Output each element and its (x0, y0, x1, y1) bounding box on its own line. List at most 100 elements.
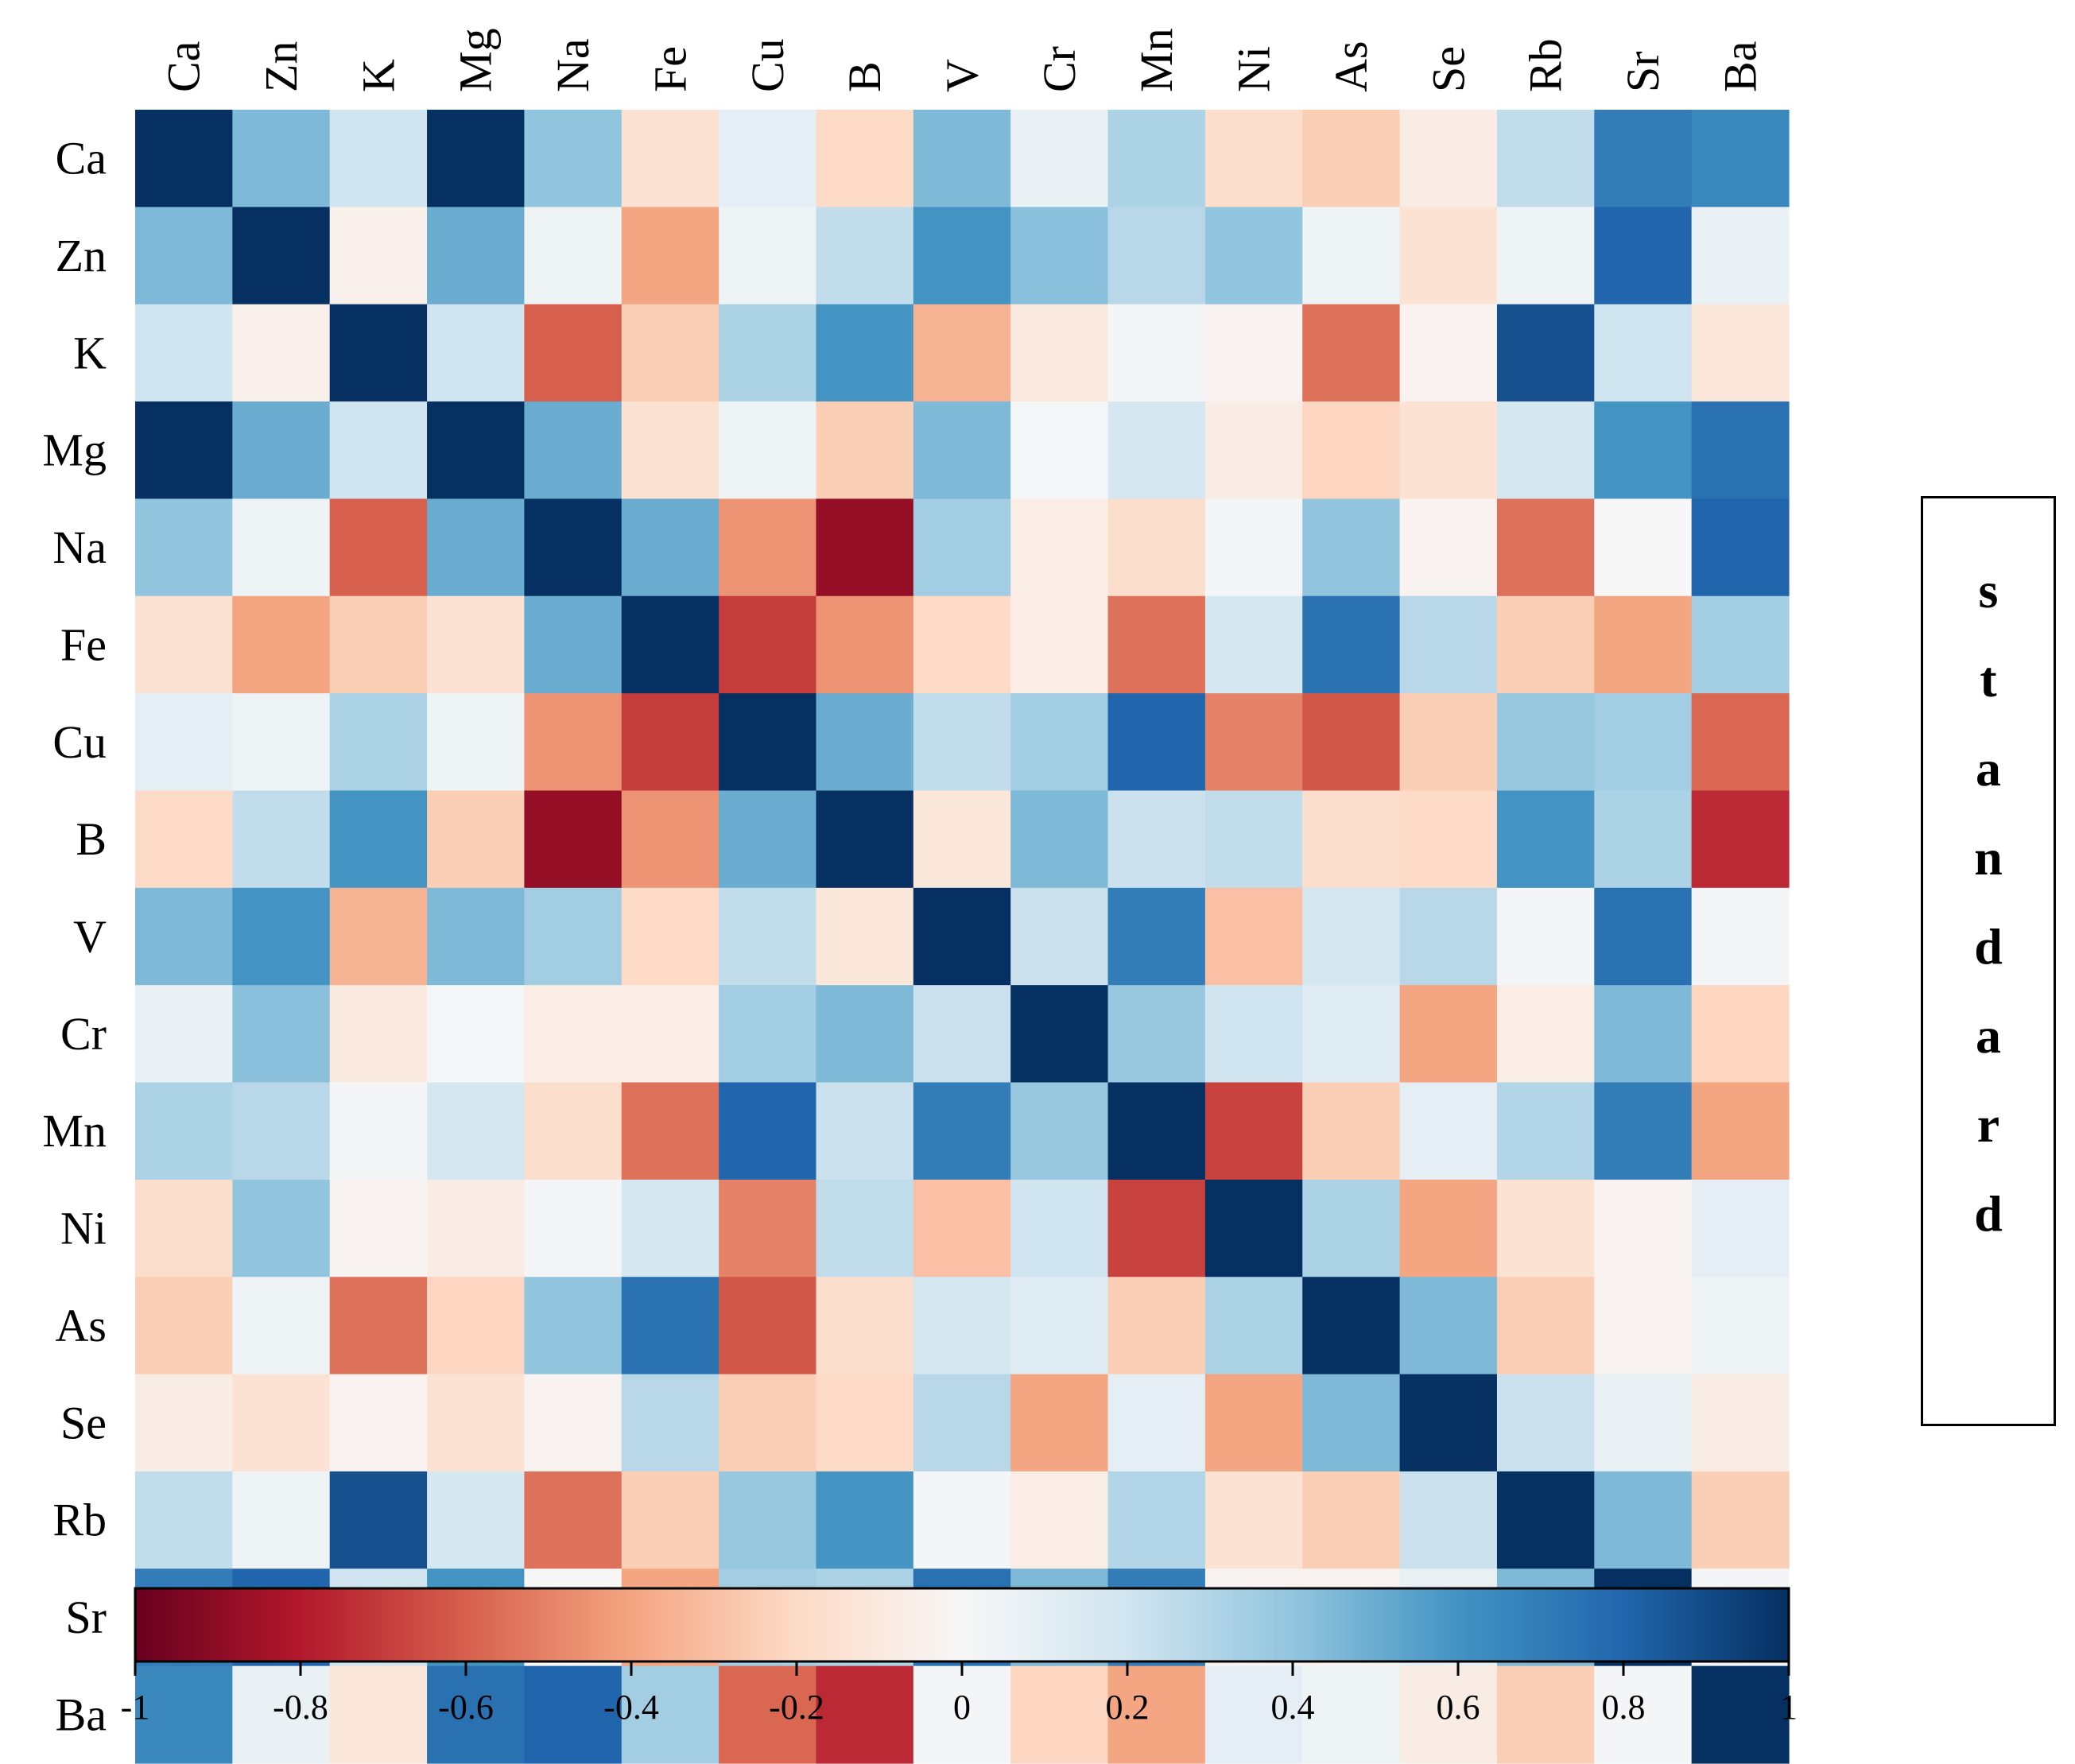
heatmap-cell-Mg-V (913, 401, 1011, 500)
heatmap-cell-K-Cu (719, 304, 817, 402)
heatmap-cell-Se-Cu (719, 1374, 817, 1472)
heatmap-cell-Fe-Ba (1691, 595, 1790, 694)
heatmap-cell-Cr-Na (524, 985, 622, 1084)
heatmap-cell-Cu-Ba (1691, 693, 1790, 792)
heatmap-cell-Ba-Mg (427, 1665, 526, 1764)
heatmap-cell-Ba-Ca (135, 1665, 233, 1764)
heatmap-cell-Na-Ba (1691, 498, 1790, 597)
heatmap-cell-Mn-Na (524, 1082, 622, 1181)
heatmap-cell-Cr-As (1302, 985, 1401, 1084)
heatmap-cell-Zn-Mn (1107, 207, 1206, 305)
heatmap-cell-V-Fe (621, 887, 719, 986)
heatmap-cell-Ba-Se (1399, 1665, 1498, 1764)
heatmap-cell-Mg-Ni (1204, 401, 1303, 500)
heatmap-cell-Ca-Rb (1496, 110, 1595, 207)
heatmap-cell-As-Mn (1107, 1277, 1206, 1375)
side-label-letter: n (1974, 829, 2003, 886)
heatmap-cell-Cu-Na (524, 693, 622, 792)
heatmap-cell-Mn-Mg (427, 1082, 526, 1181)
heatmap-cell-V-Ba (1691, 887, 1790, 986)
heatmap-cell-Mn-Ni (1204, 1082, 1303, 1181)
heatmap-cell-Mn-Sr (1594, 1082, 1693, 1181)
heatmap-cell-Rb-B (816, 1471, 914, 1569)
heatmap-cell-V-Se (1399, 887, 1498, 986)
heatmap-cell-Ni-Ni (1204, 1179, 1303, 1277)
heatmap-cell-Rb-Rb (1496, 1471, 1595, 1569)
column-label-Mn: Mn (1131, 28, 1182, 92)
heatmap-cell-As-Ba (1691, 1277, 1790, 1375)
row-label-Se: Se (60, 1397, 107, 1448)
side-label-letter: a (1976, 740, 2001, 797)
heatmap-cell-K-Se (1399, 304, 1498, 402)
heatmap-cell-Mg-Cu (719, 401, 817, 500)
heatmap-cell-B-Zn (232, 790, 331, 889)
colorbar-tick-label: 0.8 (1602, 1688, 1646, 1727)
heatmap-cell-Fe-Ni (1204, 595, 1303, 694)
heatmap-cell-V-V (913, 887, 1011, 986)
heatmap-cell-Se-Mg (427, 1374, 526, 1472)
side-label-letter: a (1976, 1007, 2001, 1064)
heatmap-cell-Fe-K (329, 595, 428, 694)
heatmap-cell-Na-Cu (719, 498, 817, 597)
heatmap-cell-B-Ba (1691, 790, 1790, 889)
heatmap-cell-Mg-As (1302, 401, 1401, 500)
colorbar-tick-label: -0.4 (603, 1688, 659, 1727)
heatmap-cell-Ni-Zn (232, 1179, 331, 1277)
heatmap-cell-Ca-Sr (1594, 110, 1693, 207)
heatmap-cell-Mn-Rb (1496, 1082, 1595, 1181)
heatmap-cell-Rb-Mg (427, 1471, 526, 1569)
heatmap-cell-Fe-Se (1399, 595, 1498, 694)
heatmap-cell-Na-Na (524, 498, 622, 597)
heatmap-cell-As-Fe (621, 1277, 719, 1375)
heatmap-cell-Cu-Mg (427, 693, 526, 792)
heatmap-cell-Ca-Se (1399, 110, 1498, 207)
heatmap-cell-Na-Mg (427, 498, 526, 597)
heatmap-cell-Cr-Ba (1691, 985, 1790, 1084)
heatmap-cell-V-Cr (1010, 887, 1109, 986)
heatmap-cell-Ba-Ni (1204, 1665, 1303, 1764)
heatmap-cell-Zn-Rb (1496, 207, 1595, 305)
column-label-Fe: Fe (644, 46, 696, 92)
heatmap-cell-Ca-Cu (719, 110, 817, 207)
heatmap-cell-Se-Ni (1204, 1374, 1303, 1472)
colorbar-tick-label: -0.8 (273, 1688, 328, 1727)
heatmap-cell-Ca-V (913, 110, 1011, 207)
heatmap-cell-Cu-Ni (1204, 693, 1303, 792)
heatmap-cell-Cr-Mn (1107, 985, 1206, 1084)
heatmap-cell-Fe-As (1302, 595, 1401, 694)
heatmap-cell-Ca-As (1302, 110, 1401, 207)
heatmap-cell-Na-Sr (1594, 498, 1693, 597)
heatmap-cell-Zn-As (1302, 207, 1401, 305)
row-label-Zn: Zn (56, 230, 107, 281)
column-label-V: V (937, 59, 988, 92)
heatmap-cell-Cr-Zn (232, 985, 331, 1084)
heatmap-cell-Ba-Zn (232, 1665, 331, 1764)
heatmap-cell-Fe-Rb (1496, 595, 1595, 694)
heatmap-cell-Na-K (329, 498, 428, 597)
column-label-Rb: Rb (1520, 38, 1572, 92)
heatmap-cell-Cu-Zn (232, 693, 331, 792)
heatmap-cell-Zn-Zn (232, 207, 331, 305)
heatmap-cell-Cu-Cu (719, 693, 817, 792)
heatmap-cell-B-Cu (719, 790, 817, 889)
heatmap-cell-Fe-B (816, 595, 914, 694)
heatmap-cell-Rb-Ni (1204, 1471, 1303, 1569)
heatmap-cell-B-Mn (1107, 790, 1206, 889)
heatmap-cell-As-Se (1399, 1277, 1498, 1375)
heatmap-cell-Se-Sr (1594, 1374, 1693, 1472)
heatmap-cell-As-Ca (135, 1277, 233, 1375)
heatmap-cell-Cu-V (913, 693, 1011, 792)
row-labels: Ca Zn K Mg Na Fe Cu BV Cr Mn Ni As Se Rb Sr Ba (42, 133, 107, 1741)
heatmap-cell-Ni-Sr (1594, 1179, 1693, 1277)
heatmap-cell-B-Fe (621, 790, 719, 889)
heatmap-cell-Cr-Ni (1204, 985, 1303, 1084)
heatmap-cell-Zn-Mg (427, 207, 526, 305)
heatmap-cell-Zn-Ba (1691, 207, 1790, 305)
side-label-letter: d (1974, 1185, 2003, 1242)
heatmap-cell-B-Na (524, 790, 622, 889)
heatmap-cell-Cr-Ca (135, 985, 233, 1084)
heatmap-cell-Mn-K (329, 1082, 428, 1181)
heatmap-cell-B-As (1302, 790, 1401, 889)
heatmap-cell-Ni-Cr (1010, 1179, 1109, 1277)
row-label-Na: Na (52, 521, 107, 573)
